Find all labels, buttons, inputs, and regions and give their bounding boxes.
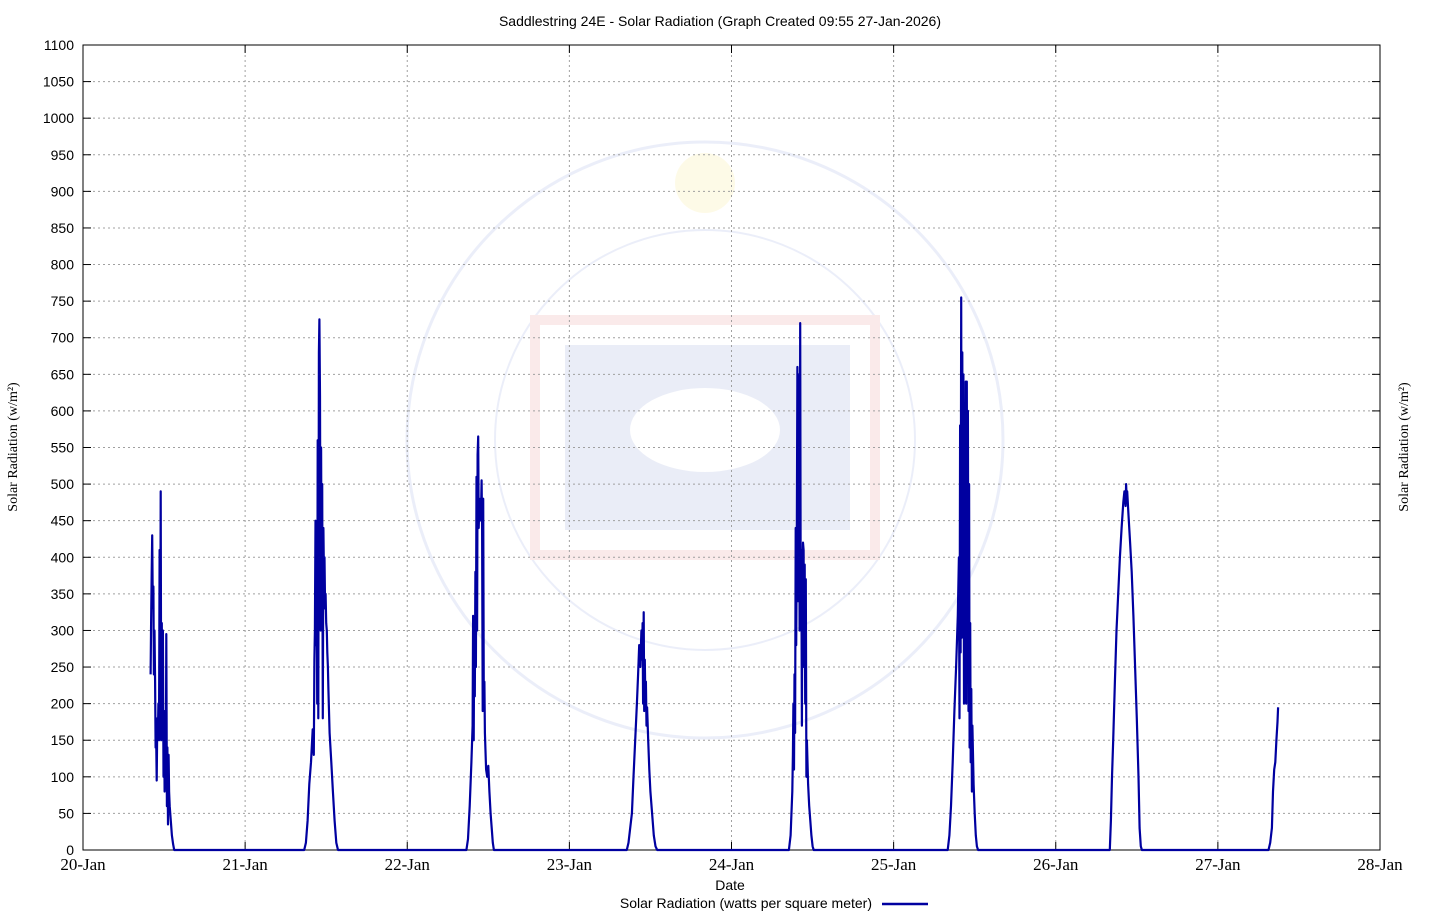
x-tick-label: 26-Jan: [1033, 855, 1079, 874]
y-tick-label: 150: [51, 732, 75, 748]
mesonet-watermark-seal: [405, 140, 1005, 740]
legend-entry-label: Solar Radiation (watts per square meter): [620, 895, 872, 911]
y-tick-label: 550: [51, 440, 75, 456]
y-tick-labels: 0 50 100 150 200 250 300 350 400 450 500 550 600 650 7…: [43, 37, 74, 858]
y-tick-label: 900: [51, 183, 75, 199]
y-tick-label: 200: [51, 696, 75, 712]
y-tick-label: 750: [51, 293, 75, 309]
y-tick-label: 350: [51, 586, 75, 602]
solar-radiation-series-line: [149, 296, 1280, 852]
y-tick-label: 800: [51, 257, 75, 273]
y-tick-label: 700: [51, 330, 75, 346]
y-tick-label: 250: [51, 659, 75, 675]
y-tick-label: 650: [51, 366, 75, 382]
y-tick-label: 100: [51, 769, 75, 785]
y-tick-label: 1050: [43, 74, 74, 90]
x-tick-label: 24-Jan: [709, 855, 755, 874]
x-tick-label: 20-Jan: [60, 855, 106, 874]
x-tick-label: 25-Jan: [871, 855, 917, 874]
x-axis-label: Date: [715, 877, 745, 893]
y-tick-label: 850: [51, 220, 75, 236]
y-tick-label: 300: [51, 622, 75, 638]
x-tick-label: 22-Jan: [385, 855, 431, 874]
chart-title: Saddlestring 24E - Solar Radiation (Grap…: [499, 13, 941, 29]
y-tick-label: 950: [51, 147, 75, 163]
y-tick-label: 0: [66, 842, 74, 858]
y-tick-label: 500: [51, 476, 75, 492]
x-tick-labels: 20-Jan 21-Jan 22-Jan 23-Jan 24-Jan 25-Jan 26-J…: [60, 855, 1403, 874]
grid-lines: [83, 45, 1380, 850]
y-tick-label: 50: [58, 805, 74, 821]
y-tick-label: 400: [51, 549, 75, 565]
x-tick-label: 23-Jan: [547, 855, 593, 874]
axis-ticks: [82, 44, 1381, 851]
y-tick-label: 600: [51, 403, 75, 419]
y-tick-label: 1100: [44, 37, 74, 53]
y-tick-label: 450: [51, 513, 75, 529]
y-axis-label-right: Solar Radiation (w/m²): [1397, 382, 1412, 512]
y-tick-label: 1000: [43, 110, 74, 126]
x-tick-label: 21-Jan: [222, 855, 268, 874]
legend: Solar Radiation (watts per square meter): [620, 895, 928, 911]
x-tick-label: 27-Jan: [1195, 855, 1241, 874]
x-tick-label: 28-Jan: [1357, 855, 1403, 874]
y-axis-label-left: Solar Radiation (w/m²): [6, 382, 21, 512]
